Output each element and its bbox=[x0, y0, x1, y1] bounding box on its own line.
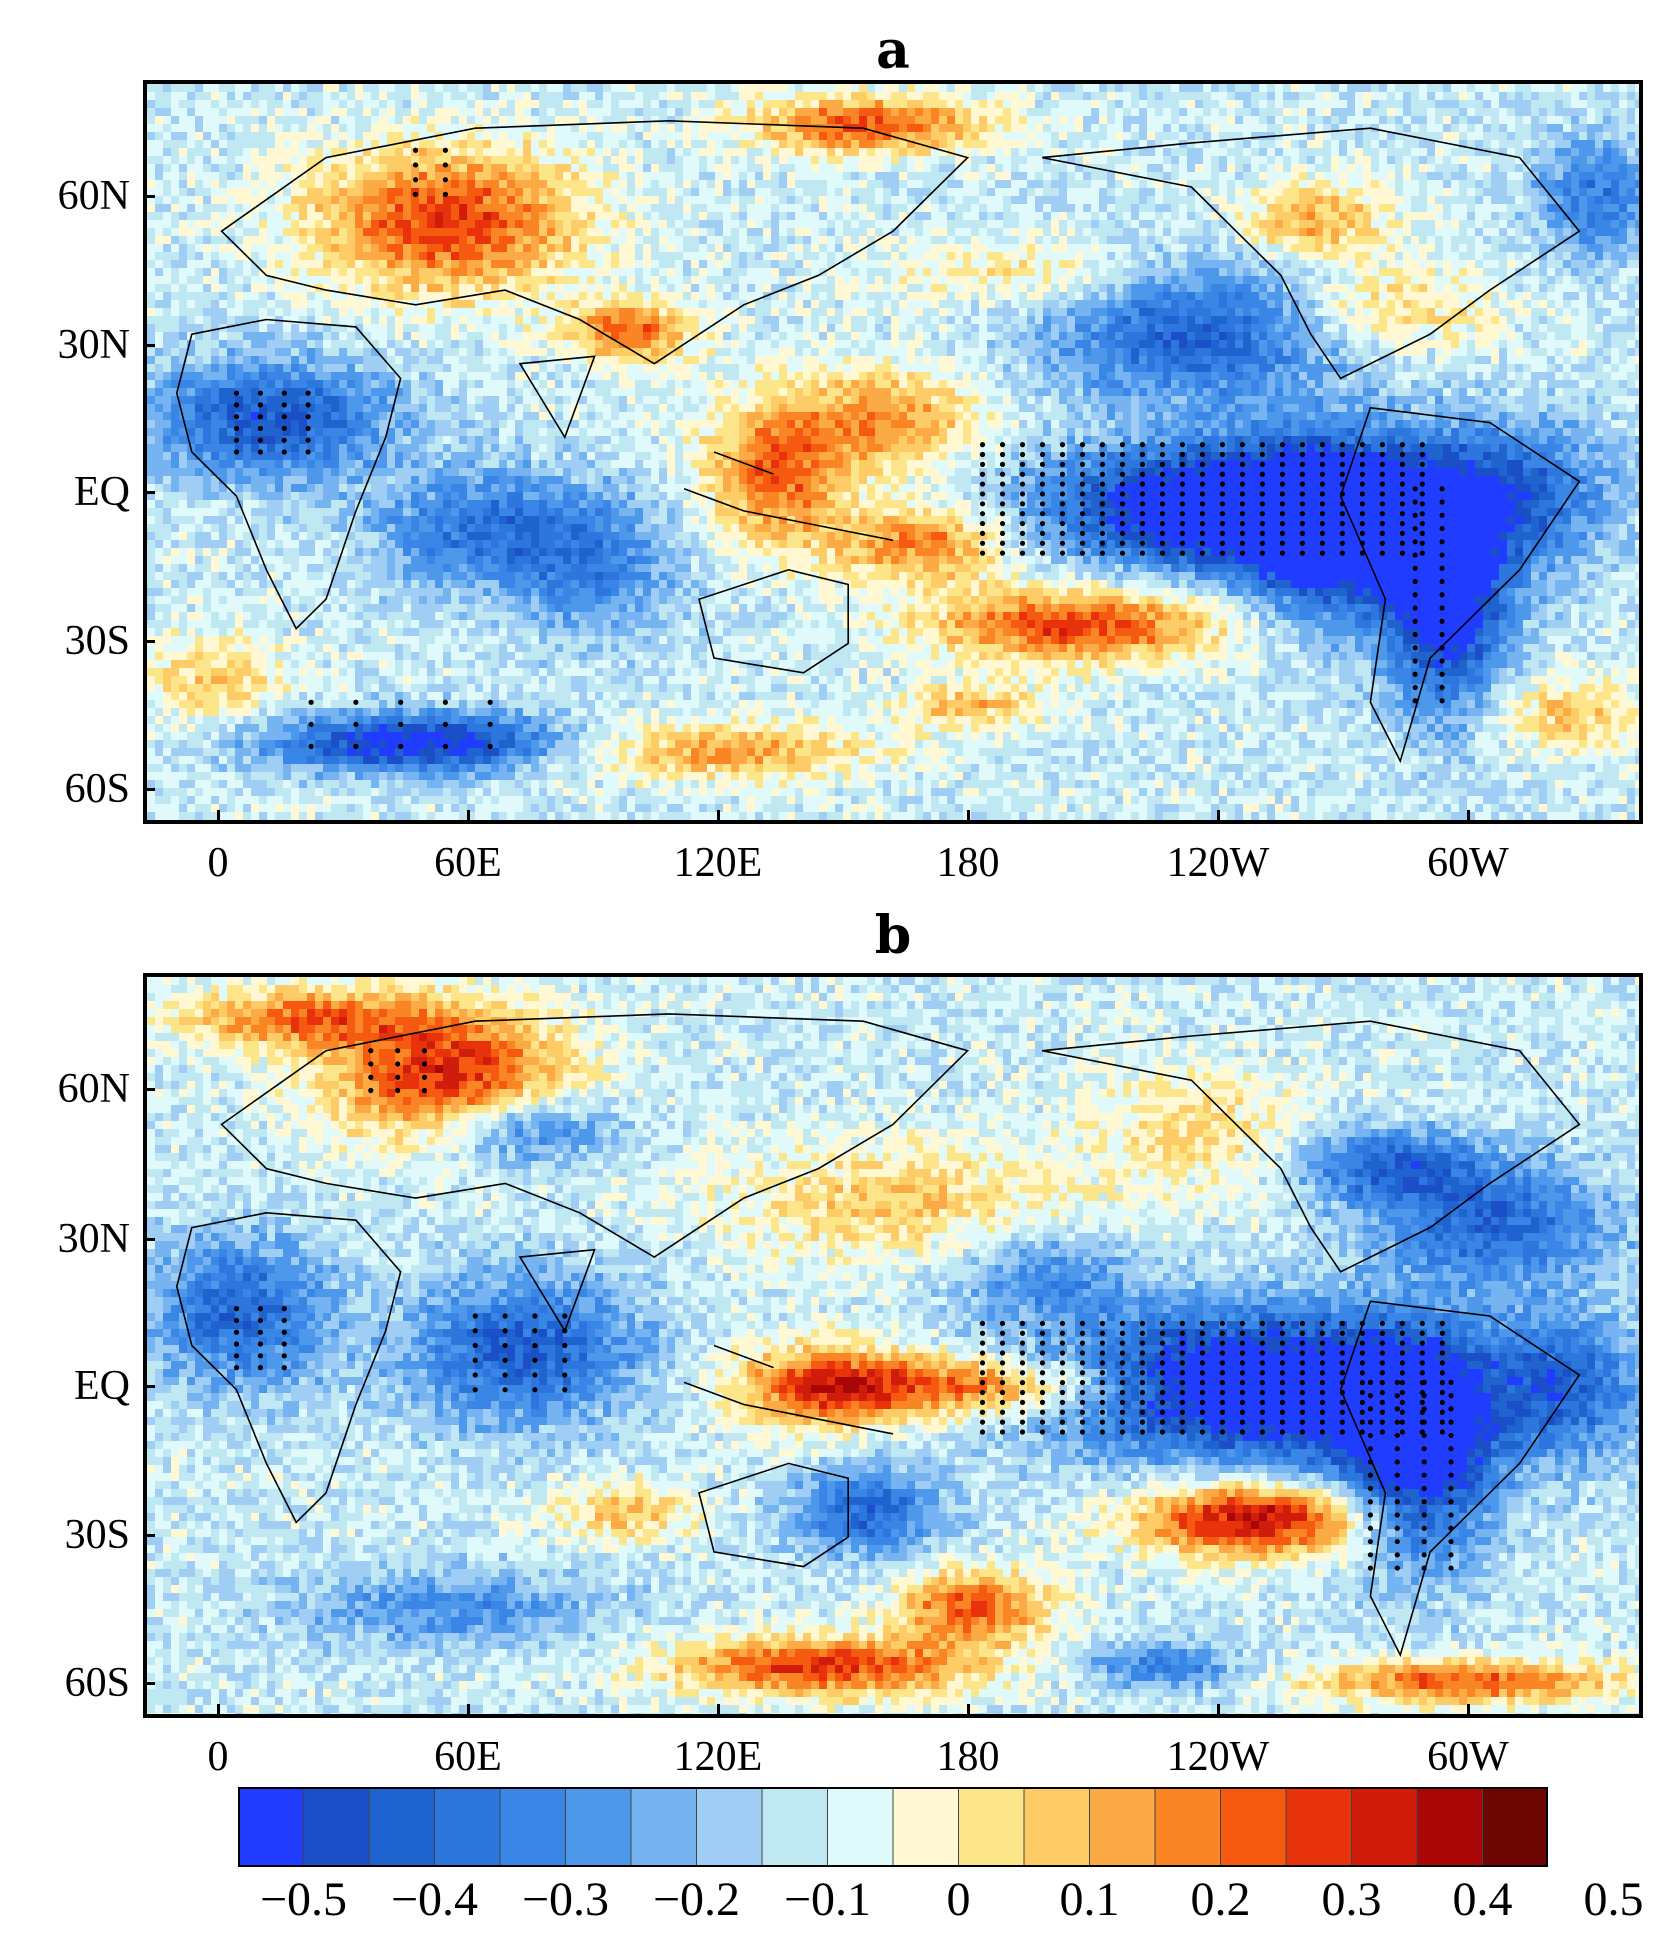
coastlines bbox=[175, 1013, 1581, 1658]
lat-tick-mark bbox=[143, 1237, 155, 1241]
panel-a-title: a bbox=[853, 20, 933, 81]
panel-a-map bbox=[143, 80, 1643, 824]
colorbar-label: 0.4 bbox=[1423, 1876, 1543, 1924]
colorbar-swatch bbox=[500, 1787, 566, 1867]
lon-tick-120e: 120E bbox=[638, 1736, 798, 1778]
colorbar-swatches bbox=[238, 1787, 1548, 1867]
lon-tick-60e: 60E bbox=[388, 1736, 548, 1778]
colorbar-swatch bbox=[1351, 1787, 1418, 1867]
lon-tick-180: 180 bbox=[888, 842, 1048, 884]
lat-tick-60n: 60N bbox=[20, 1068, 130, 1110]
lon-tick-mark bbox=[967, 810, 970, 822]
lat-tick-mark bbox=[143, 640, 155, 644]
colorbar-swatch bbox=[1482, 1787, 1548, 1867]
lat-tick-30n: 30N bbox=[20, 1218, 130, 1260]
lon-tick-mark bbox=[717, 810, 720, 822]
lat-tick-mark bbox=[143, 788, 155, 792]
colorbar bbox=[238, 1787, 1548, 1867]
colorbar-swatch bbox=[893, 1787, 959, 1867]
lat-tick-eq: EQ bbox=[20, 1365, 130, 1407]
colorbar-swatch bbox=[958, 1787, 1025, 1867]
lon-tick-mark bbox=[1217, 1704, 1220, 1716]
colorbar-swatch bbox=[762, 1787, 828, 1867]
lon-tick-120w: 120W bbox=[1138, 1736, 1298, 1778]
lon-tick-mark bbox=[1467, 1704, 1470, 1716]
colorbar-label: −0.5 bbox=[244, 1876, 364, 1924]
colorbar-label: 0 bbox=[899, 1876, 1019, 1924]
colorbar-label: 0.5 bbox=[1554, 1876, 1674, 1924]
lat-tick-mark bbox=[143, 491, 155, 495]
lon-tick-mark bbox=[1217, 810, 1220, 822]
lon-tick-120e: 120E bbox=[638, 842, 798, 884]
lon-tick-60w: 60W bbox=[1388, 842, 1548, 884]
colorbar-swatch bbox=[434, 1787, 501, 1867]
colorbar-label: −0.1 bbox=[768, 1876, 888, 1924]
lon-tick-mark bbox=[717, 1704, 720, 1716]
colorbar-swatch bbox=[696, 1787, 763, 1867]
panel-b-field bbox=[147, 977, 1639, 1714]
panel-a-field bbox=[147, 84, 1639, 820]
lat-tick-mark bbox=[143, 1682, 155, 1686]
significance-stippling bbox=[233, 147, 1445, 750]
colorbar-swatch bbox=[565, 1787, 632, 1867]
lat-tick-30s: 30S bbox=[20, 1514, 130, 1556]
lon-tick-mark bbox=[967, 1704, 970, 1716]
colorbar-swatch bbox=[1024, 1787, 1090, 1867]
lat-tick-60s: 60S bbox=[20, 1662, 130, 1704]
colorbar-swatch bbox=[369, 1787, 435, 1867]
lon-tick-180: 180 bbox=[888, 1736, 1048, 1778]
colorbar-label: 0.1 bbox=[1030, 1876, 1150, 1924]
lat-tick-mark bbox=[143, 1533, 155, 1537]
lon-tick-60w: 60W bbox=[1388, 1736, 1548, 1778]
colorbar-swatch bbox=[238, 1787, 304, 1867]
colorbar-swatch bbox=[303, 1787, 370, 1867]
lon-tick-120w: 120W bbox=[1138, 842, 1298, 884]
colorbar-label: 0.2 bbox=[1161, 1876, 1281, 1924]
lat-tick-mark bbox=[143, 1385, 155, 1389]
lat-tick-30s: 30S bbox=[20, 620, 130, 662]
lat-tick-mark bbox=[143, 344, 155, 348]
colorbar-label: −0.2 bbox=[637, 1876, 757, 1924]
lat-tick-eq: EQ bbox=[20, 471, 130, 513]
lon-tick-mark bbox=[467, 1704, 470, 1716]
lat-tick-60s: 60S bbox=[20, 768, 130, 810]
colorbar-swatch bbox=[1155, 1787, 1221, 1867]
colorbar-label: −0.3 bbox=[506, 1876, 626, 1924]
lon-tick-0: 0 bbox=[138, 1736, 298, 1778]
lat-tick-mark bbox=[143, 194, 155, 198]
lon-tick-mark bbox=[1467, 810, 1470, 822]
colorbar-swatch bbox=[1220, 1787, 1287, 1867]
colorbar-swatch bbox=[827, 1787, 894, 1867]
panel-b-map bbox=[143, 973, 1643, 1718]
panel-b-title: b bbox=[853, 905, 933, 966]
colorbar-swatch bbox=[1286, 1787, 1352, 1867]
lon-tick-0: 0 bbox=[138, 842, 298, 884]
lon-tick-mark bbox=[217, 810, 220, 822]
lon-tick-mark bbox=[217, 1704, 220, 1716]
colorbar-swatch bbox=[1417, 1787, 1483, 1867]
lat-tick-mark bbox=[143, 1088, 155, 1092]
coastlines bbox=[175, 119, 1581, 764]
colorbar-swatch bbox=[1089, 1787, 1156, 1867]
lat-tick-60n: 60N bbox=[20, 175, 130, 217]
significance-stippling bbox=[233, 1048, 1454, 1571]
colorbar-label: −0.4 bbox=[375, 1876, 495, 1924]
lon-tick-mark bbox=[467, 810, 470, 822]
lat-tick-30n: 30N bbox=[20, 324, 130, 366]
colorbar-label: 0.3 bbox=[1292, 1876, 1412, 1924]
lon-tick-60e: 60E bbox=[388, 842, 548, 884]
colorbar-swatch bbox=[631, 1787, 697, 1867]
